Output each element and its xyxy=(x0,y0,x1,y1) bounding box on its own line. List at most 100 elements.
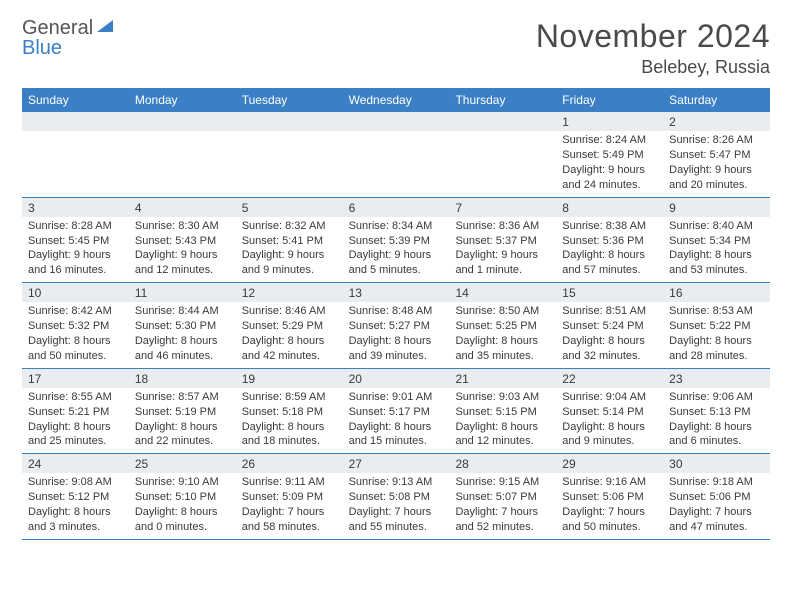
calendar-grid: Sunday Monday Tuesday Wednesday Thursday… xyxy=(22,88,770,540)
day-cell: 7Sunrise: 8:36 AMSunset: 5:37 PMDaylight… xyxy=(449,198,556,283)
day-details xyxy=(449,131,556,137)
day-cell: 28Sunrise: 9:15 AMSunset: 5:07 PMDayligh… xyxy=(449,454,556,539)
day-details: Sunrise: 8:53 AMSunset: 5:22 PMDaylight:… xyxy=(663,302,770,367)
daylight-line: Daylight: 8 hours and 25 minutes. xyxy=(28,420,123,450)
day-details: Sunrise: 8:44 AMSunset: 5:30 PMDaylight:… xyxy=(129,302,236,367)
day-details xyxy=(343,131,450,137)
day-cell: 6Sunrise: 8:34 AMSunset: 5:39 PMDaylight… xyxy=(343,198,450,283)
day-number: 15 xyxy=(556,283,663,302)
sunset-line: Sunset: 5:09 PM xyxy=(242,490,337,505)
day-number: 7 xyxy=(449,198,556,217)
daylight-line: Daylight: 8 hours and 22 minutes. xyxy=(135,420,230,450)
week-row: 3Sunrise: 8:28 AMSunset: 5:45 PMDaylight… xyxy=(22,198,770,284)
day-details: Sunrise: 9:08 AMSunset: 5:12 PMDaylight:… xyxy=(22,473,129,538)
day-details: Sunrise: 8:51 AMSunset: 5:24 PMDaylight:… xyxy=(556,302,663,367)
daylight-line: Daylight: 8 hours and 35 minutes. xyxy=(455,334,550,364)
daylight-line: Daylight: 9 hours and 16 minutes. xyxy=(28,248,123,278)
daylight-line: Daylight: 8 hours and 32 minutes. xyxy=(562,334,657,364)
day-cell: 11Sunrise: 8:44 AMSunset: 5:30 PMDayligh… xyxy=(129,283,236,368)
day-number: 20 xyxy=(343,369,450,388)
weekday-header: Thursday xyxy=(449,88,556,112)
day-details: Sunrise: 9:18 AMSunset: 5:06 PMDaylight:… xyxy=(663,473,770,538)
sunrise-line: Sunrise: 8:44 AM xyxy=(135,304,230,319)
day-cell: 8Sunrise: 8:38 AMSunset: 5:36 PMDaylight… xyxy=(556,198,663,283)
day-cell: 29Sunrise: 9:16 AMSunset: 5:06 PMDayligh… xyxy=(556,454,663,539)
day-details: Sunrise: 8:40 AMSunset: 5:34 PMDaylight:… xyxy=(663,217,770,282)
weekday-header: Tuesday xyxy=(236,88,343,112)
daylight-line: Daylight: 9 hours and 5 minutes. xyxy=(349,248,444,278)
weekday-header: Monday xyxy=(129,88,236,112)
day-details: Sunrise: 8:59 AMSunset: 5:18 PMDaylight:… xyxy=(236,388,343,453)
day-number: 21 xyxy=(449,369,556,388)
sunset-line: Sunset: 5:41 PM xyxy=(242,234,337,249)
day-number xyxy=(22,112,129,131)
day-number: 24 xyxy=(22,454,129,473)
day-details: Sunrise: 9:04 AMSunset: 5:14 PMDaylight:… xyxy=(556,388,663,453)
day-cell: 19Sunrise: 8:59 AMSunset: 5:18 PMDayligh… xyxy=(236,369,343,454)
sunrise-line: Sunrise: 8:57 AM xyxy=(135,390,230,405)
sunrise-line: Sunrise: 8:34 AM xyxy=(349,219,444,234)
daylight-line: Daylight: 8 hours and 6 minutes. xyxy=(669,420,764,450)
sunset-line: Sunset: 5:24 PM xyxy=(562,319,657,334)
sunrise-line: Sunrise: 9:15 AM xyxy=(455,475,550,490)
sunrise-line: Sunrise: 9:01 AM xyxy=(349,390,444,405)
sunset-line: Sunset: 5:43 PM xyxy=(135,234,230,249)
day-cell: 23Sunrise: 9:06 AMSunset: 5:13 PMDayligh… xyxy=(663,369,770,454)
sunset-line: Sunset: 5:21 PM xyxy=(28,405,123,420)
weekday-header: Saturday xyxy=(663,88,770,112)
day-details: Sunrise: 8:36 AMSunset: 5:37 PMDaylight:… xyxy=(449,217,556,282)
day-cell: 26Sunrise: 9:11 AMSunset: 5:09 PMDayligh… xyxy=(236,454,343,539)
daylight-line: Daylight: 9 hours and 9 minutes. xyxy=(242,248,337,278)
day-number: 26 xyxy=(236,454,343,473)
weeks-container: 1Sunrise: 8:24 AMSunset: 5:49 PMDaylight… xyxy=(22,112,770,540)
day-number: 30 xyxy=(663,454,770,473)
day-cell: 10Sunrise: 8:42 AMSunset: 5:32 PMDayligh… xyxy=(22,283,129,368)
day-details xyxy=(22,131,129,137)
sunset-line: Sunset: 5:34 PM xyxy=(669,234,764,249)
day-details: Sunrise: 8:55 AMSunset: 5:21 PMDaylight:… xyxy=(22,388,129,453)
sail-icon xyxy=(95,18,115,34)
day-number: 22 xyxy=(556,369,663,388)
day-details: Sunrise: 9:16 AMSunset: 5:06 PMDaylight:… xyxy=(556,473,663,538)
calendar-page: General Blue November 2024 Belebey, Russ… xyxy=(0,0,792,550)
day-cell xyxy=(343,112,450,197)
day-number: 13 xyxy=(343,283,450,302)
week-row: 1Sunrise: 8:24 AMSunset: 5:49 PMDaylight… xyxy=(22,112,770,198)
sunrise-line: Sunrise: 8:50 AM xyxy=(455,304,550,319)
day-number: 5 xyxy=(236,198,343,217)
sunset-line: Sunset: 5:06 PM xyxy=(562,490,657,505)
sunset-line: Sunset: 5:29 PM xyxy=(242,319,337,334)
daylight-line: Daylight: 7 hours and 50 minutes. xyxy=(562,505,657,535)
daylight-line: Daylight: 8 hours and 57 minutes. xyxy=(562,248,657,278)
week-row: 17Sunrise: 8:55 AMSunset: 5:21 PMDayligh… xyxy=(22,369,770,455)
sunrise-line: Sunrise: 9:03 AM xyxy=(455,390,550,405)
day-details: Sunrise: 8:26 AMSunset: 5:47 PMDaylight:… xyxy=(663,131,770,196)
day-cell: 4Sunrise: 8:30 AMSunset: 5:43 PMDaylight… xyxy=(129,198,236,283)
brand-text-2: Blue xyxy=(22,37,62,59)
day-details xyxy=(236,131,343,137)
sunrise-line: Sunrise: 8:51 AM xyxy=(562,304,657,319)
sunset-line: Sunset: 5:47 PM xyxy=(669,148,764,163)
weekday-header: Friday xyxy=(556,88,663,112)
day-number: 29 xyxy=(556,454,663,473)
sunset-line: Sunset: 5:25 PM xyxy=(455,319,550,334)
day-cell: 2Sunrise: 8:26 AMSunset: 5:47 PMDaylight… xyxy=(663,112,770,197)
sunset-line: Sunset: 5:37 PM xyxy=(455,234,550,249)
day-cell xyxy=(449,112,556,197)
sunrise-line: Sunrise: 9:16 AM xyxy=(562,475,657,490)
daylight-line: Daylight: 9 hours and 12 minutes. xyxy=(135,248,230,278)
sunset-line: Sunset: 5:15 PM xyxy=(455,405,550,420)
day-cell: 21Sunrise: 9:03 AMSunset: 5:15 PMDayligh… xyxy=(449,369,556,454)
daylight-line: Daylight: 8 hours and 46 minutes. xyxy=(135,334,230,364)
week-row: 10Sunrise: 8:42 AMSunset: 5:32 PMDayligh… xyxy=(22,283,770,369)
daylight-line: Daylight: 7 hours and 47 minutes. xyxy=(669,505,764,535)
day-number: 18 xyxy=(129,369,236,388)
day-details: Sunrise: 9:10 AMSunset: 5:10 PMDaylight:… xyxy=(129,473,236,538)
day-number: 11 xyxy=(129,283,236,302)
day-details xyxy=(129,131,236,137)
sunrise-line: Sunrise: 8:48 AM xyxy=(349,304,444,319)
day-cell: 9Sunrise: 8:40 AMSunset: 5:34 PMDaylight… xyxy=(663,198,770,283)
day-details: Sunrise: 8:50 AMSunset: 5:25 PMDaylight:… xyxy=(449,302,556,367)
sunrise-line: Sunrise: 9:10 AM xyxy=(135,475,230,490)
daylight-line: Daylight: 9 hours and 24 minutes. xyxy=(562,163,657,193)
